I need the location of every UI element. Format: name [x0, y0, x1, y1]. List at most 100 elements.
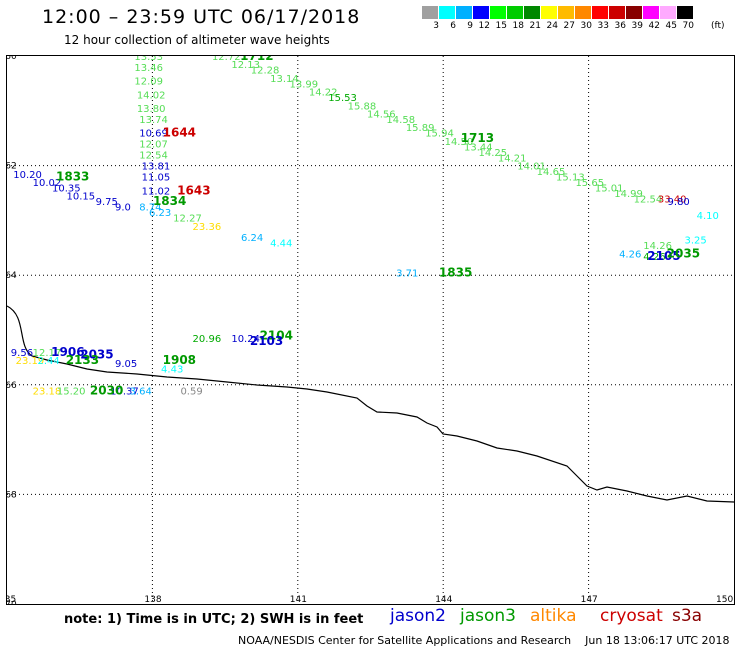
- pass-time-label: 2035: [667, 246, 700, 260]
- lat-tick-label: -62: [7, 162, 17, 172]
- wave-height-value: 10.37: [110, 386, 139, 397]
- wave-height-value: 13.80: [137, 104, 166, 115]
- pass-time-label: 2030: [90, 383, 123, 397]
- wave-height-value: 33.40: [658, 194, 687, 205]
- color-scale-bar: [422, 6, 694, 19]
- pass-time-label: 1713: [461, 131, 494, 145]
- map-panel: 13.53 13.46 12.09 14.02 13.80 13.74 10.69 12.07…: [0, 49, 735, 610]
- scale-label: 6: [450, 21, 456, 31]
- scale-swatch: [524, 6, 541, 19]
- wave-height-value: 20.96: [193, 334, 222, 345]
- wave-height-value: 15.13: [556, 173, 585, 184]
- wave-height-value: 12.54: [634, 194, 663, 205]
- wave-height-value: 12.28: [251, 66, 280, 77]
- lon-tick-label: 147: [581, 595, 598, 604]
- scale-swatch: [643, 6, 660, 19]
- pass-time-label: 1908: [163, 353, 196, 367]
- scale-swatch: [626, 6, 643, 19]
- wave-height-value: 12.54: [139, 151, 168, 162]
- wave-height-value: 12.17: [33, 348, 62, 359]
- scale-label: 15: [495, 21, 507, 31]
- pass-time-label: 1833: [56, 170, 89, 184]
- wave-height-value: 14.99: [614, 189, 643, 200]
- wave-height-value: 8.74: [139, 203, 161, 214]
- wave-height-value: 15.65: [575, 178, 604, 189]
- scale-swatch: [490, 6, 507, 19]
- scale-label: 24: [546, 21, 558, 31]
- wave-height-value: 15.20: [57, 386, 86, 397]
- wave-height-value: 14.65: [537, 167, 566, 178]
- pass-time-label: 1643: [177, 183, 210, 197]
- scale-label: 9: [467, 21, 473, 31]
- pass-time-label: 2105: [647, 249, 680, 263]
- scale-label: 45: [665, 21, 677, 31]
- wave-height-value: 23.18: [33, 386, 62, 397]
- scale-swatch: [558, 6, 575, 19]
- scale-swatch: [592, 6, 609, 19]
- wave-height-value: 13.81: [142, 162, 171, 173]
- wave-height-value: 15.89: [406, 123, 435, 134]
- scale-swatch: [422, 6, 439, 19]
- wave-height-value: 14.58: [386, 115, 415, 126]
- wave-height-value: 4.44: [270, 238, 292, 249]
- wave-height-value: 14.02: [137, 90, 166, 101]
- wave-height-value: 10.69: [139, 129, 168, 140]
- wave-height-value: 10.35: [52, 184, 81, 195]
- scale-label: 36: [614, 21, 626, 31]
- wave-height-value: 13.44: [464, 142, 493, 153]
- wave-height-value: 12.27: [173, 214, 202, 225]
- pass-time-label: 2133: [66, 353, 99, 367]
- wave-height-value: 13.46: [134, 63, 163, 74]
- wave-height-value: 13.14: [270, 74, 299, 85]
- wave-height-value: 6.23: [149, 208, 171, 219]
- wave-height-value: 9.0: [115, 203, 131, 214]
- wave-height-value: 12.72: [212, 56, 241, 63]
- scale-label: 27: [563, 21, 575, 31]
- scale-label: 3: [433, 21, 439, 31]
- wave-height-value: 15.88: [348, 101, 377, 112]
- wave-height-value: 14.22: [309, 88, 338, 99]
- wave-height-value: 15.01: [595, 184, 624, 195]
- wave-height-value: 13.53: [134, 56, 163, 63]
- pass-time-label: 1835: [439, 265, 472, 279]
- antarctic-coastline: [6, 305, 735, 503]
- pass-time-labels: 1712164418331643183417132105203518352104…: [51, 49, 700, 397]
- wave-height-value: 15.94: [425, 129, 454, 140]
- satellite-legend-item: jason3: [460, 606, 516, 626]
- wave-height-value: 13.99: [289, 79, 318, 90]
- wave-height-value: 14.25: [479, 148, 508, 159]
- wave-height-value: 10.15: [67, 192, 96, 203]
- scale-swatch: [473, 6, 490, 19]
- wave-height-value: 14.01: [517, 162, 546, 173]
- lon-tick-label: 135: [7, 595, 16, 604]
- scale-swatch: [660, 6, 677, 19]
- wave-height-value: 10.24: [231, 334, 260, 345]
- wave-height-value: 4.10: [697, 211, 719, 222]
- wave-height-value: 23.36: [193, 222, 222, 233]
- scale-label: 70: [682, 21, 694, 31]
- pass-time-label: 1906: [51, 345, 84, 359]
- credit-text: NOAA/NESDIS Center for Satellite Applica…: [238, 634, 572, 647]
- wave-height-value: 10.02: [33, 178, 62, 189]
- scale-swatch: [507, 6, 524, 19]
- scale-swatch: [541, 6, 558, 19]
- wave-height-value: 4.26: [619, 249, 641, 260]
- wave-height-value: 4.43: [161, 364, 183, 375]
- wave-height-value: 12.07: [139, 140, 168, 151]
- satellite-legend-item: jason2: [390, 606, 446, 626]
- lat-tick-label: -66: [7, 381, 17, 391]
- footer-note: note: 1) Time is in UTC; 2) SWH is in fe…: [64, 612, 364, 627]
- satellite-legend-item: altika: [530, 606, 577, 626]
- scale-label: 21: [529, 21, 541, 31]
- footer-timestamp: Jun 18 13:06:17 UTC 2018: [585, 634, 730, 647]
- wave-height-value: 14.26: [643, 241, 672, 252]
- page-subtitle: 12 hour collection of altimeter wave hei…: [64, 33, 330, 47]
- wave-height-value: 15.53: [328, 93, 357, 104]
- wave-height-value: 9.05: [115, 359, 137, 370]
- wave-height-value: 9.80: [668, 197, 690, 208]
- lon-tick-label: 141: [290, 595, 307, 604]
- lon-tick-label: 150: [716, 595, 733, 604]
- wave-height-value: 3.71: [396, 268, 418, 279]
